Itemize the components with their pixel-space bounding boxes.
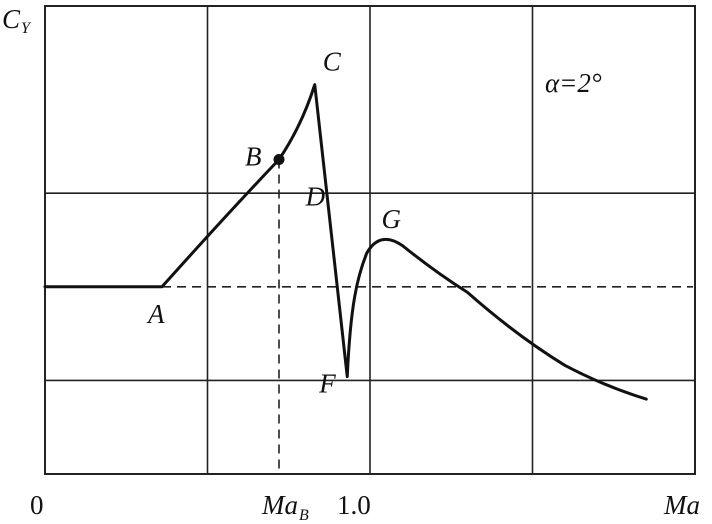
- reference-lines: [162, 159, 693, 474]
- point-label-a: A: [146, 299, 165, 329]
- x-axis-label: Ma: [663, 490, 700, 520]
- point-label-b: B: [245, 142, 262, 172]
- point-label-f: F: [318, 369, 336, 399]
- point-label-c: C: [323, 47, 342, 77]
- x-tick-label-mab: MaB: [261, 490, 309, 524]
- grid: [45, 6, 695, 474]
- y-axis-label: CY: [2, 4, 32, 37]
- point-label-g: G: [382, 204, 402, 234]
- point-b-marker: [273, 154, 285, 166]
- point-labels: A B C D F G: [146, 47, 401, 399]
- cy-curve: [43, 83, 648, 401]
- origin-label: 0: [30, 490, 44, 520]
- point-label-d: D: [305, 181, 326, 211]
- alpha-annotation: α=2°: [545, 68, 602, 98]
- plot-frame: [44, 5, 696, 475]
- x-tick-label-one: 1.0: [337, 490, 371, 520]
